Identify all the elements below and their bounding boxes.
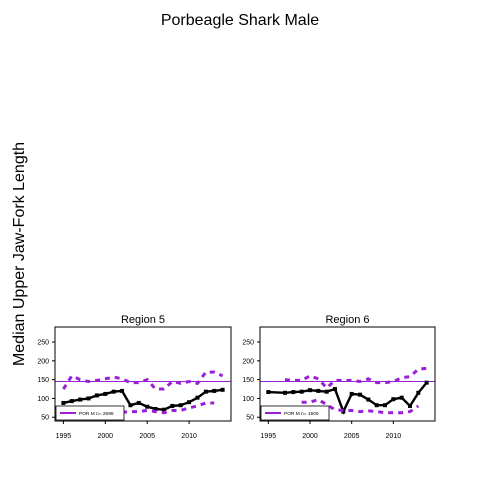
y-tick-label: 50: [41, 415, 49, 422]
y-tick-label: 200: [242, 358, 254, 365]
upper-quantile-line: [62, 370, 224, 391]
median-point: [383, 403, 387, 408]
legend-label: POR M n= 2696: [79, 411, 114, 417]
median-point: [136, 400, 141, 405]
y-tick-label: 100: [242, 396, 254, 403]
median-point: [161, 407, 166, 412]
upper-quantile-line: [284, 366, 427, 391]
x-tick-label: 2005: [344, 433, 360, 440]
panel-title: Region 5: [121, 314, 165, 326]
median-point: [391, 397, 396, 402]
y-axis-label: Median Upper Jaw-Fork Length: [11, 142, 28, 366]
x-tick-label: 2005: [139, 433, 155, 440]
median-point: [78, 397, 83, 402]
x-tick-label: 2010: [386, 433, 402, 440]
y-tick-label: 50: [246, 415, 254, 422]
y-tick-label: 200: [37, 358, 49, 365]
median-point: [153, 406, 158, 411]
median-point: [266, 390, 271, 395]
median-point: [61, 400, 66, 405]
median-point: [69, 399, 74, 404]
legend-label: POR M n= 1500: [284, 411, 319, 417]
median-point: [94, 393, 99, 398]
median-point: [416, 390, 421, 395]
region-6-panel: Region 6 50 100 150 200 250 1995 2000 2005 2010 PO…: [242, 314, 436, 440]
plot-frame: [259, 326, 436, 422]
median-point: [220, 387, 225, 392]
median-point: [333, 387, 337, 392]
median-point: [316, 388, 321, 393]
median-point: [374, 403, 379, 408]
median-point: [170, 403, 175, 408]
median-point: [128, 403, 133, 408]
y-tick-label: 100: [37, 396, 49, 403]
median-point: [366, 397, 371, 402]
plot-frame: [54, 326, 232, 422]
median-point: [324, 389, 329, 394]
y-tick-label: 150: [37, 377, 49, 384]
median-point: [103, 391, 108, 396]
figure-title: Porbeagle Shark Male: [161, 12, 319, 29]
median-point: [291, 390, 296, 395]
y-tick-label: 250: [37, 340, 49, 347]
y-tick-label: 250: [242, 340, 254, 347]
median-point: [187, 400, 192, 405]
region-5-panel: Region 5 50 100 150 200 250 1995 2000 2005 2010 PO…: [37, 314, 232, 440]
median-point: [86, 396, 91, 401]
median-point: [399, 395, 404, 400]
legend-box: [260, 405, 330, 421]
x-tick-label: 1995: [261, 433, 277, 440]
y-tick-label: 150: [242, 377, 254, 384]
median-point: [120, 388, 125, 393]
median-point: [358, 392, 362, 397]
x-tick-label: 2010: [181, 433, 197, 440]
median-point: [424, 380, 429, 385]
panel-title: Region 6: [325, 314, 369, 326]
median-point: [212, 388, 217, 393]
median-point: [178, 403, 183, 408]
median-point: [145, 404, 150, 409]
x-tick-label: 2000: [97, 433, 113, 440]
legend-box: [55, 405, 125, 421]
median-point: [283, 390, 287, 395]
lower-quantile-line: [301, 397, 420, 415]
median-point: [203, 389, 208, 394]
median-point: [111, 389, 116, 394]
median-point: [408, 403, 412, 408]
x-tick-label: 1995: [56, 433, 72, 440]
median-point: [308, 388, 312, 393]
x-tick-label: 2000: [302, 433, 318, 440]
median-point: [349, 391, 354, 396]
median-point: [195, 395, 200, 400]
median-point: [299, 389, 304, 394]
